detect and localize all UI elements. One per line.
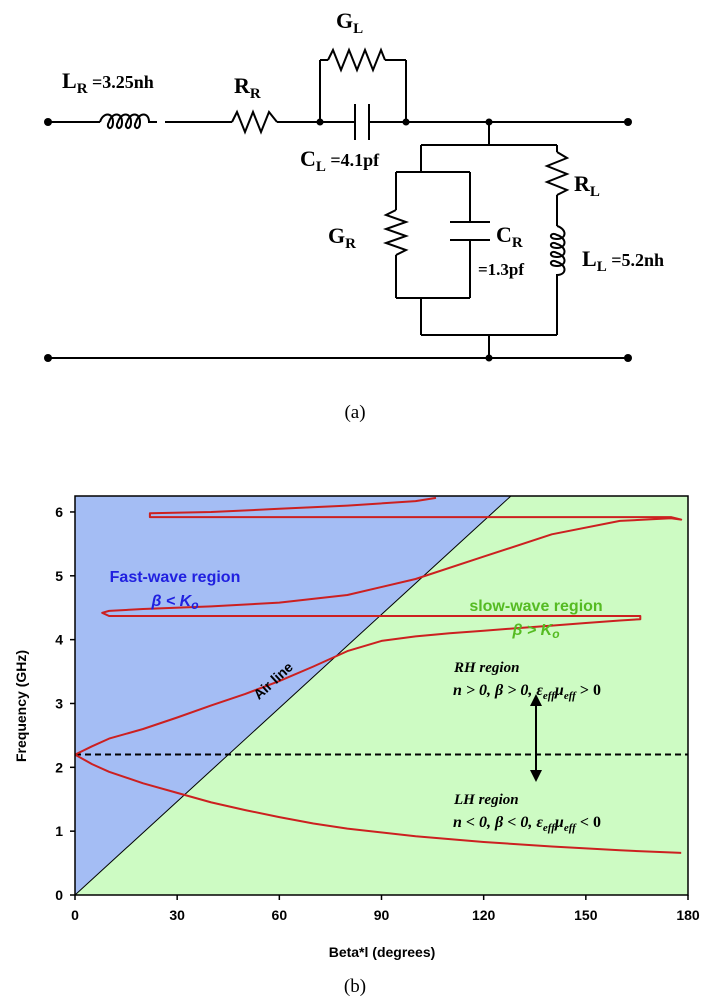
circuit-nodes [44,118,632,362]
label-lr: LR =3.25nh [62,68,154,97]
resistor-gl [327,47,386,73]
resistor-rr [231,109,278,135]
label-rr: RR [234,73,261,102]
inductor-ll [550,225,566,283]
slow-wave-condition: β > Ko [511,622,559,641]
x-tick-label: 120 [472,907,496,923]
caption-b: (b) [344,976,366,997]
lh-region-condition: n < 0, β < 0, εeffμeff < 0 [453,814,601,834]
y-tick-label: 5 [55,568,63,584]
y-axis: 0 1 2 3 4 5 6 [55,504,75,903]
label-gr: GR [328,223,356,252]
fast-wave-title: Fast-wave region [110,569,241,586]
y-tick-label: 3 [55,695,63,711]
y-tick-label: 0 [55,887,63,903]
y-tick-label: 1 [55,823,63,839]
dispersion-curve-1 [74,753,682,854]
transition-arrow [530,694,542,782]
fast-wave-condition: β < Ko [150,593,198,612]
circuit-diagram [48,47,628,359]
dispersion-chart: 0 30 60 90 120 150 180 0 1 2 3 4 5 6 Fast-wave regio… [13,495,700,960]
resistor-rl [544,151,570,196]
slow-wave-title: slow-wave region [469,598,602,615]
x-tick-label: 150 [574,907,598,923]
x-tick-label: 90 [374,907,390,923]
caption-a: (a) [344,402,365,423]
y-axis-label: Frequency (GHz) [13,650,29,762]
dispersion-curves [74,496,683,854]
rh-region-condition: n > 0, β > 0, εeffμeff > 0 [453,682,601,702]
inductor-lr [99,113,157,129]
y-tick-label: 2 [55,759,63,775]
air-line [74,495,512,896]
x-tick-label: 30 [169,907,185,923]
x-axis: 0 30 60 90 120 150 180 [71,895,700,923]
label-rl: RL [574,171,600,200]
label-ll: LL =5.2nh [582,246,664,275]
label-cr-value: =1.3pf [478,260,524,279]
lh-region-title: LH region [453,792,519,808]
label-gl: GL [336,8,363,37]
x-axis-label: Beta*l (degrees) [329,944,436,960]
dispersion-curve-2 [74,496,683,756]
x-tick-label: 180 [676,907,700,923]
resistor-gr [382,209,410,256]
x-tick-label: 0 [71,907,79,923]
rh-region-title: RH region [453,660,519,676]
y-tick-label: 4 [55,632,63,648]
x-tick-label: 60 [272,907,288,923]
y-tick-label: 6 [55,504,63,520]
label-cr: CR [496,222,523,251]
label-cl: CL =4.1pf [300,146,380,175]
